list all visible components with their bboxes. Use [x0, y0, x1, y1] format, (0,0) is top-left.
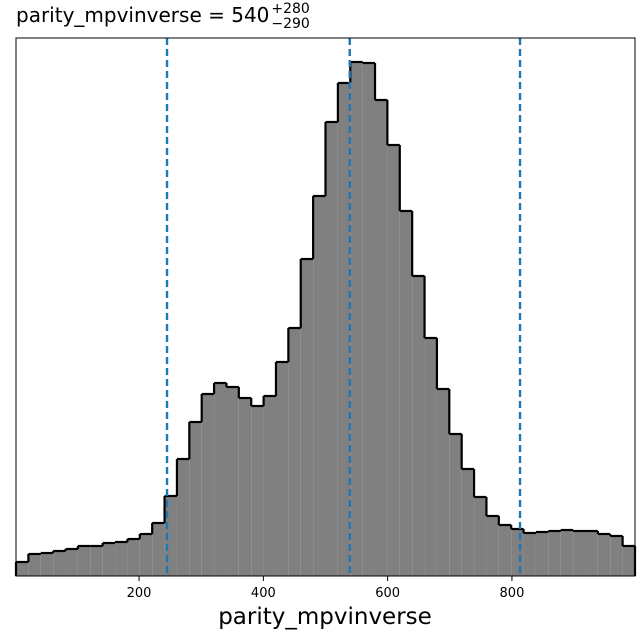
x-tick-label: 800	[500, 586, 525, 601]
bar	[573, 531, 586, 576]
bar	[548, 531, 561, 576]
bar	[585, 531, 598, 576]
bar	[313, 196, 326, 576]
bar	[226, 387, 239, 576]
bar	[387, 145, 400, 576]
bar	[214, 383, 227, 576]
bar	[436, 389, 450, 576]
plot-frame	[15, 37, 636, 577]
title-sup: +280	[271, 1, 309, 17]
bar	[610, 536, 623, 576]
title-sub: −290	[271, 16, 309, 32]
bar	[461, 469, 475, 576]
bar	[251, 406, 264, 576]
bar	[238, 398, 252, 576]
chart-title: parity_mpvinverse = 540 +280 −290	[16, 1, 310, 32]
bar	[337, 83, 351, 576]
bar	[102, 543, 116, 576]
bar	[511, 529, 524, 576]
bar	[300, 259, 314, 576]
bar	[139, 534, 153, 576]
bar	[474, 497, 487, 576]
x-tick-label: 600	[375, 586, 400, 601]
bar	[28, 554, 41, 576]
bar	[176, 459, 190, 576]
bar	[115, 542, 128, 576]
bar	[449, 434, 462, 576]
bar	[375, 100, 388, 576]
bar	[597, 534, 611, 576]
bar	[65, 549, 78, 576]
bar	[40, 553, 54, 576]
x-axis-label: parity_mpvinverse	[218, 604, 432, 630]
bar	[424, 338, 437, 576]
x-tick-label: 400	[251, 586, 276, 601]
bar	[275, 362, 289, 576]
title-main: parity_mpvinverse = 540	[16, 3, 269, 27]
bar	[362, 63, 376, 576]
bar	[53, 551, 66, 576]
bar	[127, 539, 140, 576]
bar	[486, 516, 499, 576]
bar	[189, 422, 202, 576]
bar	[399, 211, 413, 576]
bar	[77, 546, 91, 576]
bar	[90, 546, 103, 576]
bar	[201, 394, 215, 576]
bar	[412, 276, 425, 576]
bar	[288, 328, 301, 576]
bar	[523, 533, 536, 576]
bar	[498, 525, 512, 576]
bar	[16, 562, 29, 576]
bar	[152, 523, 165, 576]
bar	[350, 62, 363, 576]
bar	[560, 530, 574, 576]
bar	[535, 532, 549, 576]
x-tick-label: 200	[127, 586, 152, 601]
bar	[263, 396, 276, 576]
bar	[622, 546, 635, 576]
bar	[325, 122, 338, 576]
